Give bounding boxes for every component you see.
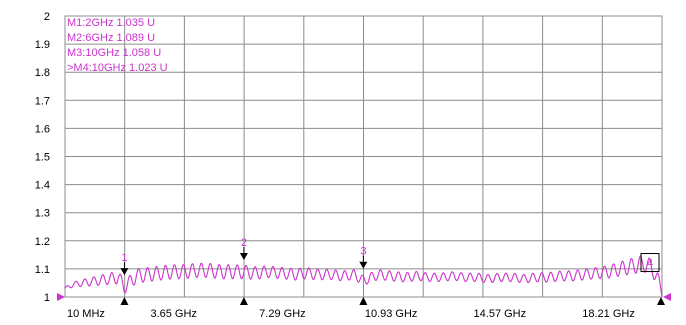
y-tick-label: 2 <box>44 11 50 23</box>
y-tick-label: 1.1 <box>35 264 50 276</box>
active-marker-box <box>640 253 660 273</box>
marker-axis-triangle <box>120 297 129 305</box>
y-tick-label: 1.9 <box>35 39 50 51</box>
y-tick-labels: 1 1.1 1.2 1.3 1.4 1.5 1.6 1.7 1.8 1.9 2 <box>35 11 50 304</box>
marker-readout: M1:2GHz 1.035 U <box>67 17 155 29</box>
x-tick-label: 10.93 GHz <box>365 308 418 320</box>
y-tick-label: 1.2 <box>35 236 50 248</box>
reference-level-arrow-left <box>57 293 65 301</box>
y-tick-label: 1.7 <box>35 95 50 107</box>
marker-number: 4 <box>647 258 653 270</box>
marker-readout: M3:10GHz 1.058 U <box>67 47 161 59</box>
x-tick-label: 3.65 GHz <box>150 308 196 320</box>
vswr-trace <box>64 255 663 297</box>
y-tick-label: 1.6 <box>35 123 50 135</box>
marker-number: 3 <box>360 246 366 258</box>
y-tick-label: 1 <box>44 292 50 304</box>
trace-layer <box>64 255 663 297</box>
x-tick-label: 7.29 GHz <box>259 308 305 320</box>
x-tick-label: 18.21 GHz <box>582 308 635 320</box>
y-tick-label: 1.3 <box>35 208 50 220</box>
grid <box>64 15 663 298</box>
marker-readouts: M1:2GHz 1.035 U M2:6GHz 1.089 U M3:10GHz 1… <box>67 17 168 74</box>
x-tick-label: 10 MHz <box>67 308 105 320</box>
marker-axis-triangle <box>359 297 368 305</box>
marker-triangle <box>359 261 368 269</box>
marker-triangle <box>120 268 129 276</box>
marker-number: 1 <box>121 252 127 264</box>
marker-number: 2 <box>241 237 247 249</box>
marker-layer: 1 2 3 4 <box>57 237 671 305</box>
x-tick-label: 14.57 GHz <box>474 308 527 320</box>
marker-readout: M2:6GHz 1.089 U <box>67 32 155 44</box>
y-tick-label: 1.5 <box>35 152 50 164</box>
marker-triangle <box>239 252 248 260</box>
y-tick-label: 1.8 <box>35 67 50 79</box>
reference-level-arrow-right <box>663 293 671 301</box>
y-tick-label: 1.4 <box>35 180 50 192</box>
marker-axis-triangle <box>239 297 248 305</box>
x-tick-labels: 10 MHz 3.65 GHz 7.29 GHz 10.93 GHz 14.57 GHz… <box>67 308 635 320</box>
marker-readout: >M4:10GHz 1.023 U <box>67 62 168 74</box>
marker-axis-triangle <box>657 297 665 305</box>
